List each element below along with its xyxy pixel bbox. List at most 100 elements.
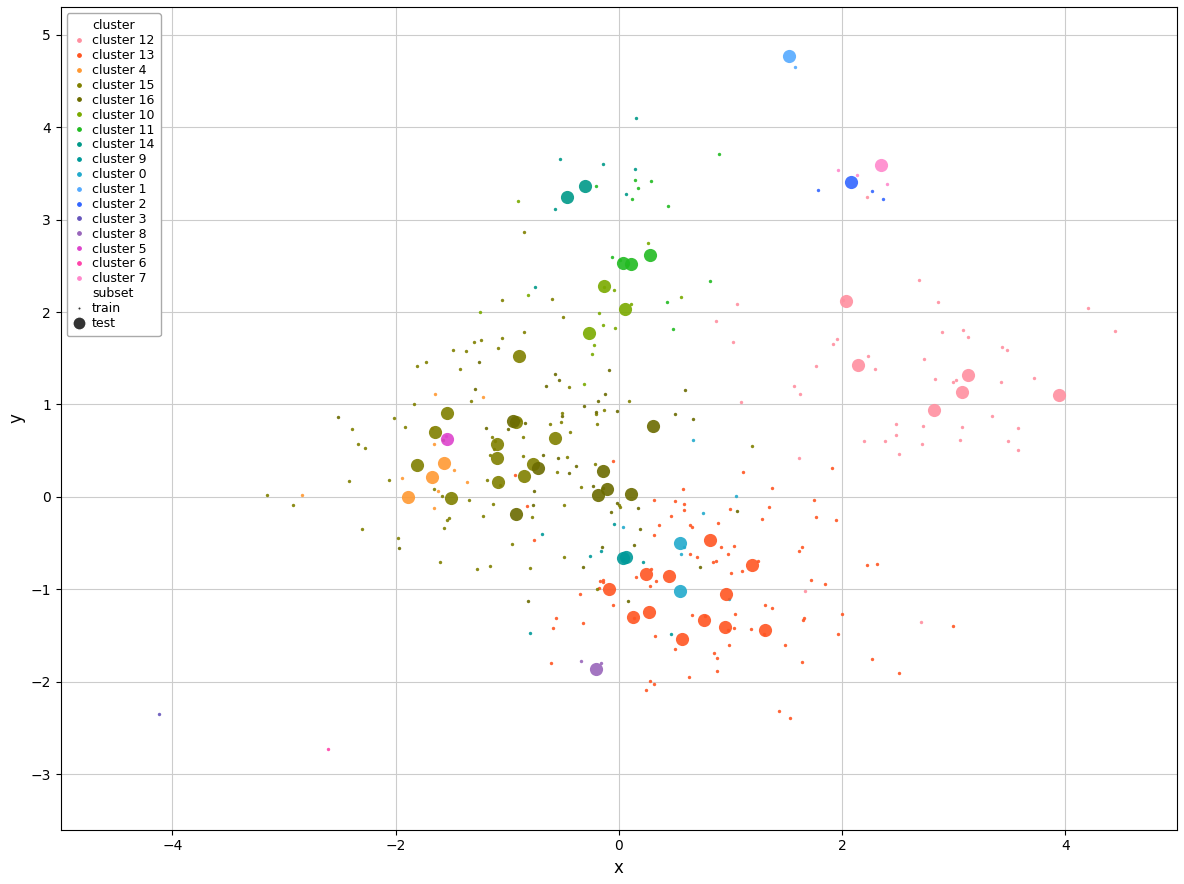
Point (1009, 443, 1028, 457)
Point (553, 406, 572, 420)
Point (912, 614, 931, 629)
Point (425, 425, 444, 439)
Point (715, 620, 734, 634)
Point (912, 437, 931, 451)
Point (432, 489, 451, 503)
Point (509, 194, 528, 208)
Point (558, 450, 577, 464)
Point (793, 654, 812, 668)
Point (624, 610, 643, 624)
Point (425, 500, 444, 514)
Point (998, 433, 1017, 447)
Point (481, 559, 500, 573)
Point (405, 397, 424, 411)
Point (796, 584, 815, 598)
Point (437, 406, 456, 420)
Point (790, 545, 809, 559)
Point (599, 363, 618, 377)
Point (671, 547, 690, 561)
Point (944, 375, 963, 389)
Point (517, 499, 536, 514)
Point (593, 481, 612, 495)
Point (823, 337, 842, 351)
Point (806, 510, 825, 524)
Point (607, 404, 626, 418)
Point (928, 295, 947, 309)
Point (857, 558, 876, 572)
Point (924, 402, 942, 416)
Point (703, 555, 722, 569)
Point (755, 598, 774, 612)
Point (610, 498, 629, 512)
Point (637, 568, 656, 582)
Point (944, 619, 963, 633)
Y-axis label: y: y (7, 414, 25, 423)
Point (680, 670, 699, 684)
Point (959, 368, 978, 382)
Point (847, 168, 866, 182)
Point (523, 498, 542, 512)
Point (723, 335, 742, 349)
Point (553, 310, 572, 324)
Point (258, 487, 277, 501)
Point (659, 198, 678, 212)
Point (423, 421, 442, 435)
Point (725, 539, 744, 553)
Point (762, 601, 781, 615)
Point (681, 517, 700, 531)
Point (643, 419, 662, 433)
Point (762, 481, 781, 495)
Point (461, 394, 480, 408)
Point (474, 509, 493, 523)
Point (701, 274, 720, 288)
Point (645, 629, 664, 644)
Point (541, 417, 560, 431)
Point (626, 570, 645, 584)
Point (546, 367, 565, 381)
Point (926, 372, 945, 386)
Point (670, 583, 689, 598)
Point (591, 656, 610, 670)
Point (642, 561, 661, 575)
Point (675, 498, 694, 512)
Point (619, 394, 638, 408)
Point (490, 477, 509, 492)
Point (793, 613, 812, 628)
Point (780, 711, 799, 725)
Point (318, 742, 337, 756)
Point (594, 279, 613, 293)
Point (727, 504, 746, 518)
Point (639, 605, 658, 619)
Point (1009, 422, 1028, 436)
Point (511, 413, 530, 427)
Point (659, 568, 678, 583)
Point (649, 518, 668, 532)
Point (828, 332, 847, 346)
Point (991, 376, 1010, 390)
Point (732, 564, 751, 578)
Point (611, 253, 630, 267)
Point (822, 461, 841, 475)
Point (662, 509, 681, 523)
Point (613, 551, 632, 565)
Point (522, 509, 541, 523)
Point (399, 490, 418, 504)
Point (887, 428, 906, 442)
Point (591, 574, 610, 588)
Point (547, 465, 566, 479)
Point (789, 451, 807, 465)
Point (587, 582, 606, 596)
Point (543, 621, 562, 635)
Point (519, 594, 538, 608)
Point (779, 49, 798, 63)
Point (727, 297, 746, 311)
Point (551, 152, 570, 166)
Point (790, 387, 809, 401)
Point (834, 293, 852, 308)
Point (997, 343, 1016, 357)
Point (525, 484, 543, 499)
Point (594, 573, 613, 587)
Point (712, 540, 731, 554)
Point (616, 550, 635, 564)
Point (586, 662, 605, 676)
